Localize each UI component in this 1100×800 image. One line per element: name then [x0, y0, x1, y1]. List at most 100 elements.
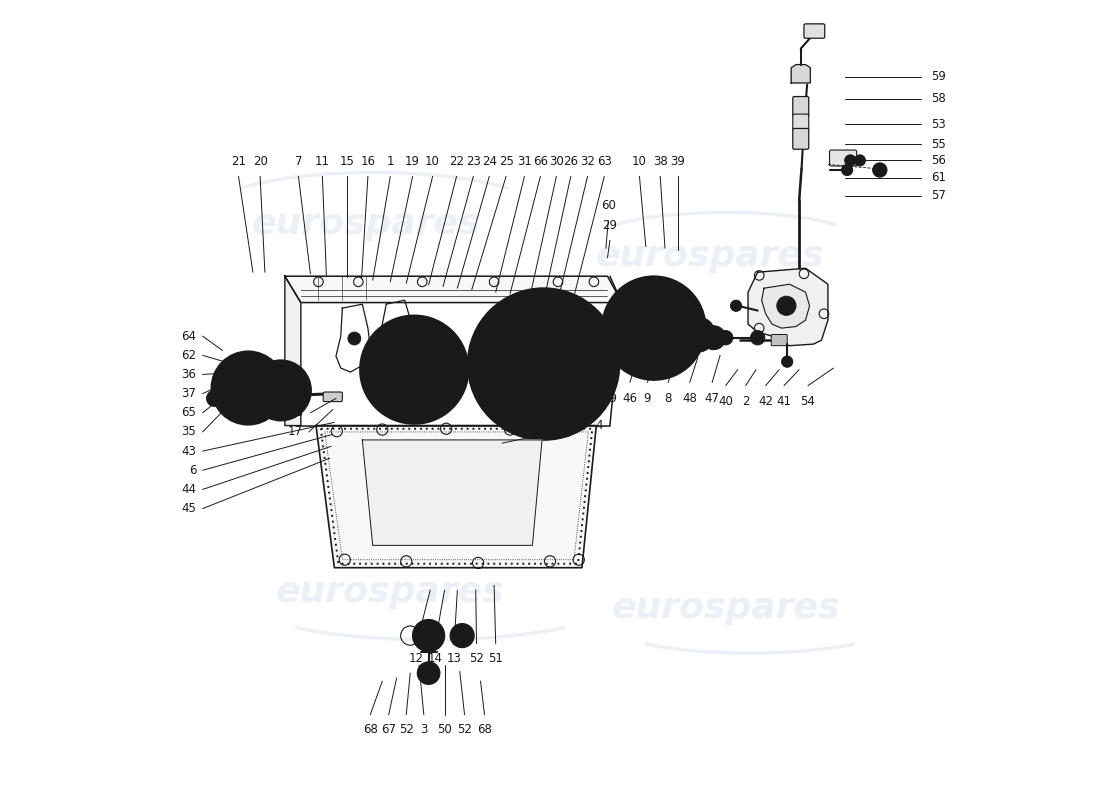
Circle shape — [360, 315, 469, 424]
Circle shape — [680, 317, 715, 352]
Text: 41: 41 — [777, 395, 792, 408]
Circle shape — [412, 620, 444, 651]
Text: 7: 7 — [295, 155, 302, 169]
Circle shape — [612, 329, 637, 354]
Text: 47: 47 — [705, 392, 719, 405]
Text: eurospares: eurospares — [252, 207, 481, 242]
Text: 26: 26 — [563, 155, 579, 169]
Circle shape — [235, 375, 261, 401]
Text: 12: 12 — [409, 651, 425, 665]
Text: 35: 35 — [182, 426, 196, 438]
Circle shape — [207, 390, 222, 406]
Circle shape — [668, 347, 678, 357]
Circle shape — [782, 356, 793, 367]
Text: 53: 53 — [931, 118, 946, 131]
Circle shape — [602, 276, 706, 380]
Text: 23: 23 — [466, 155, 481, 169]
Circle shape — [872, 163, 887, 177]
Polygon shape — [285, 276, 300, 426]
Circle shape — [777, 296, 796, 315]
Polygon shape — [791, 65, 811, 83]
Text: 20: 20 — [253, 155, 267, 169]
Circle shape — [702, 326, 726, 350]
Text: 52: 52 — [399, 722, 414, 736]
Text: 52: 52 — [469, 651, 484, 665]
Text: 37: 37 — [182, 387, 196, 400]
Circle shape — [661, 296, 671, 305]
Text: 56: 56 — [931, 154, 946, 167]
Text: 21: 21 — [231, 155, 246, 169]
Text: 9: 9 — [644, 392, 651, 405]
Circle shape — [626, 343, 636, 353]
Text: 10: 10 — [426, 155, 440, 169]
Text: 52: 52 — [458, 722, 472, 736]
Text: 18: 18 — [289, 406, 304, 419]
Text: 19: 19 — [405, 155, 420, 169]
Circle shape — [519, 340, 568, 388]
FancyBboxPatch shape — [804, 24, 825, 38]
Circle shape — [855, 155, 866, 166]
Text: 50: 50 — [437, 722, 452, 736]
Text: 34: 34 — [595, 355, 610, 368]
Text: eurospares: eurospares — [595, 239, 824, 274]
FancyBboxPatch shape — [829, 150, 857, 166]
Text: 65: 65 — [583, 392, 597, 405]
Circle shape — [222, 401, 236, 415]
Circle shape — [685, 322, 710, 346]
Text: 39: 39 — [670, 155, 685, 169]
Text: 14: 14 — [428, 651, 442, 665]
Text: 5: 5 — [595, 403, 603, 416]
Text: 28: 28 — [595, 387, 610, 400]
Text: 55: 55 — [931, 138, 946, 151]
Text: 63: 63 — [597, 155, 612, 169]
Text: 8: 8 — [664, 392, 672, 405]
Text: 13: 13 — [447, 651, 462, 665]
Circle shape — [508, 328, 580, 400]
Circle shape — [842, 165, 852, 175]
Text: 64: 64 — [182, 330, 196, 342]
Circle shape — [646, 354, 656, 363]
Text: 29: 29 — [603, 219, 617, 232]
Text: 58: 58 — [931, 93, 946, 106]
Text: 15: 15 — [340, 155, 354, 169]
Text: 59: 59 — [931, 70, 946, 83]
Text: 4: 4 — [595, 419, 603, 432]
Text: 54: 54 — [801, 395, 815, 408]
Circle shape — [639, 295, 648, 304]
Text: 48: 48 — [682, 392, 697, 405]
Circle shape — [658, 353, 667, 362]
Text: 68: 68 — [477, 722, 492, 736]
Text: 44: 44 — [182, 483, 196, 496]
Text: 60: 60 — [601, 199, 616, 212]
Text: 42: 42 — [758, 395, 773, 408]
Text: 25: 25 — [498, 155, 514, 169]
Polygon shape — [748, 268, 828, 346]
Polygon shape — [285, 276, 622, 302]
Circle shape — [636, 310, 671, 346]
Circle shape — [671, 347, 684, 360]
Text: 67: 67 — [382, 722, 396, 736]
Text: 11: 11 — [315, 155, 330, 169]
Circle shape — [671, 302, 681, 312]
Polygon shape — [316, 426, 596, 568]
FancyBboxPatch shape — [793, 114, 808, 130]
Circle shape — [266, 376, 295, 405]
Circle shape — [614, 288, 694, 368]
Circle shape — [219, 359, 277, 417]
Circle shape — [417, 662, 440, 684]
Text: 31: 31 — [517, 155, 532, 169]
Circle shape — [492, 312, 595, 416]
Circle shape — [750, 330, 764, 345]
Text: 10: 10 — [632, 155, 647, 169]
Circle shape — [418, 626, 439, 646]
Circle shape — [619, 322, 628, 330]
Circle shape — [251, 360, 311, 421]
Text: eurospares: eurospares — [276, 574, 505, 609]
Circle shape — [620, 333, 629, 342]
FancyBboxPatch shape — [771, 334, 788, 346]
Text: 32: 32 — [580, 155, 595, 169]
Circle shape — [348, 332, 361, 345]
Text: 36: 36 — [182, 368, 196, 381]
Text: 22: 22 — [449, 155, 464, 169]
Circle shape — [374, 330, 454, 410]
